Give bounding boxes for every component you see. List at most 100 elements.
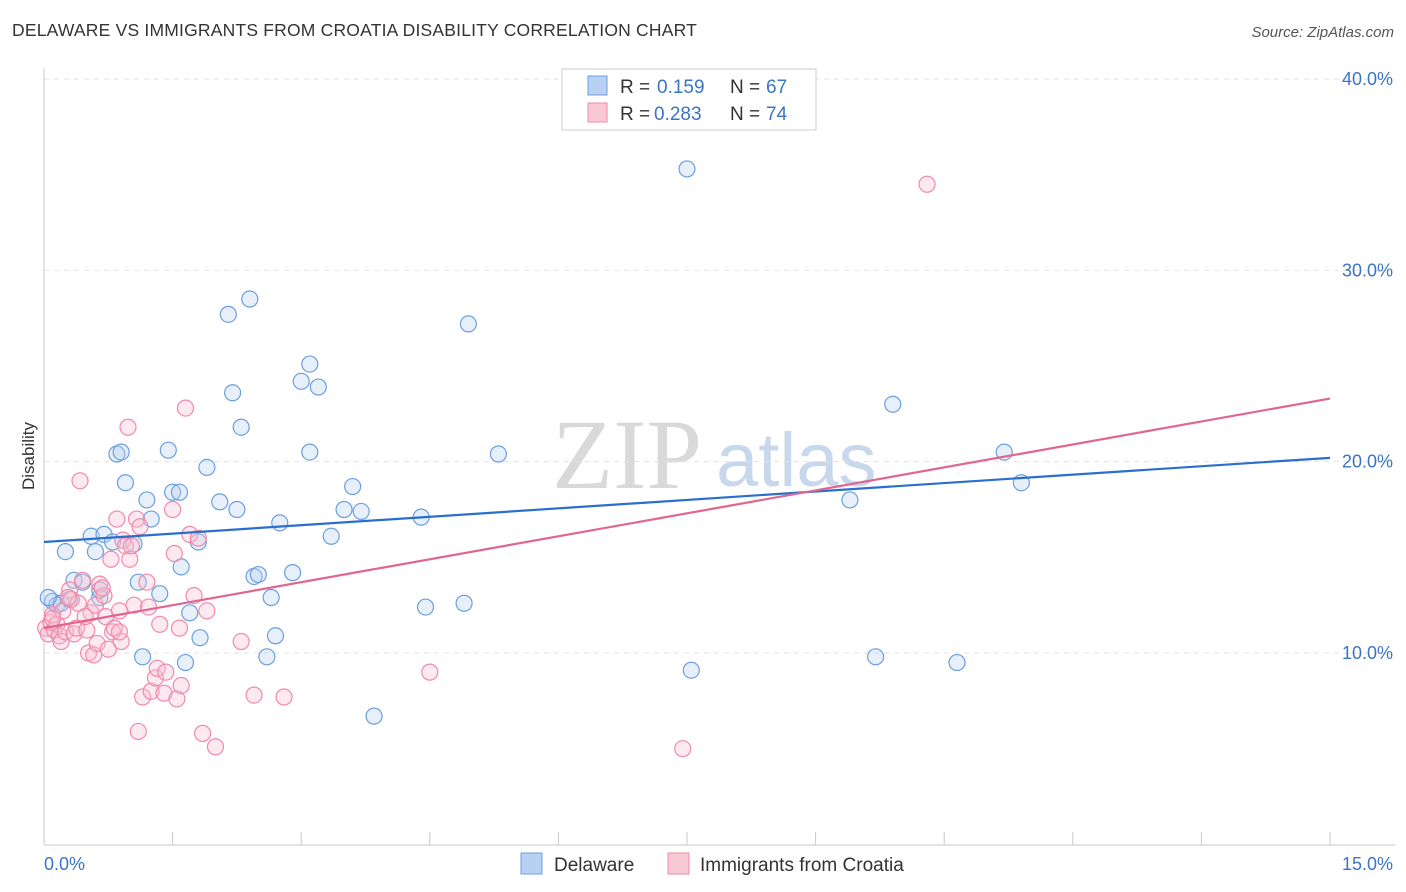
data-point-croatia (232, 632, 250, 651)
data-point-croatia (108, 510, 126, 528)
data-point-delaware (284, 564, 302, 582)
data-point-croatia (170, 619, 189, 637)
data-point-croatia (69, 594, 87, 612)
data-point-delaware (232, 418, 250, 436)
y-tick-labels: 10.0% 20.0% 30.0% 40.0% (1342, 69, 1393, 663)
data-point-croatia (918, 175, 936, 193)
data-point-delaware (678, 160, 696, 178)
data-point-delaware (884, 395, 902, 413)
data-point-croatia (148, 659, 166, 677)
data-point-croatia (139, 598, 158, 616)
data-point-croatia (165, 544, 183, 563)
data-point-croatia (71, 472, 89, 490)
data-point-croatia (164, 500, 182, 519)
data-point-delaware (841, 491, 859, 509)
data-point-croatia (93, 579, 111, 597)
data-point-delaware (219, 305, 237, 323)
data-point-delaware (170, 483, 189, 501)
data-point-delaware (164, 483, 182, 501)
legend-swatch-croatia (587, 102, 608, 123)
data-point-croatia (116, 537, 135, 555)
y-axis-title: Disability (19, 421, 38, 490)
data-point-croatia (168, 690, 186, 708)
data-point-delaware (266, 627, 285, 645)
data-point-croatia (142, 682, 160, 700)
data-point-delaware (309, 378, 327, 396)
data-point-delaware (262, 588, 280, 607)
data-point-delaware (138, 491, 156, 509)
data-point-delaware (258, 648, 276, 666)
data-point-croatia (102, 550, 120, 568)
data-point-delaware (172, 558, 190, 576)
data-point-delaware (682, 661, 700, 679)
data-point-delaware (365, 707, 383, 725)
data-point-delaware (352, 502, 370, 521)
data-point-delaware (133, 648, 152, 666)
data-point-croatia (73, 571, 92, 589)
legend-n-value-croatia: 74 (766, 104, 788, 125)
data-point-croatia (129, 722, 147, 741)
data-point-croatia (421, 663, 439, 681)
data-point-croatia (52, 632, 70, 651)
data-point-croatia (138, 573, 156, 591)
y-tick-label: 10.0% (1342, 643, 1393, 663)
x-tick-label-max: 15.0% (1342, 854, 1393, 874)
x-tick-label-min: 0.0% (44, 854, 85, 874)
data-point-delaware (344, 477, 362, 496)
data-point-delaware (416, 598, 435, 616)
legend-n-label-delaware: N = (730, 77, 760, 98)
data-point-croatia (122, 537, 141, 555)
data-point-delaware (948, 653, 966, 672)
data-point-delaware (151, 585, 169, 603)
data-point-croatia (674, 740, 692, 758)
data-point-delaware (198, 458, 216, 477)
data-point-delaware (224, 384, 242, 402)
y-tick-label: 30.0% (1342, 260, 1393, 280)
legend-r-label-croatia: R = (620, 104, 650, 125)
data-point-croatia (151, 615, 169, 633)
data-point-delaware (241, 290, 259, 308)
data-point-delaware (86, 542, 105, 561)
data-point-delaware (39, 588, 57, 607)
data-point-delaware (249, 565, 267, 584)
bottom-legend: Delaware Immigrants from Croatia (520, 852, 904, 876)
data-point-croatia (206, 738, 225, 756)
legend-r-value-delaware: 0.159 (657, 77, 705, 98)
data-point-delaware (301, 355, 319, 373)
data-point-delaware (159, 441, 177, 459)
data-point-delaware (211, 493, 229, 511)
data-point-delaware (489, 445, 507, 463)
data-point-croatia (99, 640, 117, 658)
data-point-delaware (455, 594, 473, 612)
chart-title: DELAWARE VS IMMIGRANTS FROM CROATIA DISA… (12, 20, 698, 40)
data-point-delaware (301, 443, 319, 461)
bottom-legend-swatch-croatia (667, 852, 690, 875)
y-tick-label: 20.0% (1342, 452, 1393, 472)
trend-line-croatia (43, 397, 1331, 630)
data-point-delaware (112, 443, 130, 461)
trend-line-delaware (43, 456, 1331, 544)
data-point-croatia (59, 588, 77, 607)
data-point-croatia (245, 686, 263, 704)
data-point-croatia (133, 688, 152, 706)
data-point-croatia (131, 518, 149, 536)
bottom-legend-label-croatia: Immigrants from Croatia (700, 855, 904, 876)
data-point-delaware (292, 372, 310, 390)
data-point-delaware (191, 629, 209, 647)
data-point-croatia (43, 609, 62, 628)
bottom-legend-swatch-delaware (520, 852, 543, 875)
data-point-croatia (121, 550, 139, 568)
data-point-delaware (228, 500, 246, 519)
data-point-croatia (275, 688, 293, 706)
legend-swatch-delaware (587, 75, 608, 96)
top-legend: R = 0.159 N = 67 R = 0.283 N = 74 (561, 68, 817, 131)
data-point-croatia (176, 399, 195, 417)
legend-r-label-delaware: R = (620, 77, 650, 98)
data-point-croatia (194, 724, 212, 742)
y-tick-label: 40.0% (1342, 69, 1393, 89)
data-point-croatia (86, 596, 105, 614)
data-point-croatia (78, 621, 96, 639)
data-point-delaware (459, 315, 477, 333)
data-point-croatia (181, 525, 199, 543)
